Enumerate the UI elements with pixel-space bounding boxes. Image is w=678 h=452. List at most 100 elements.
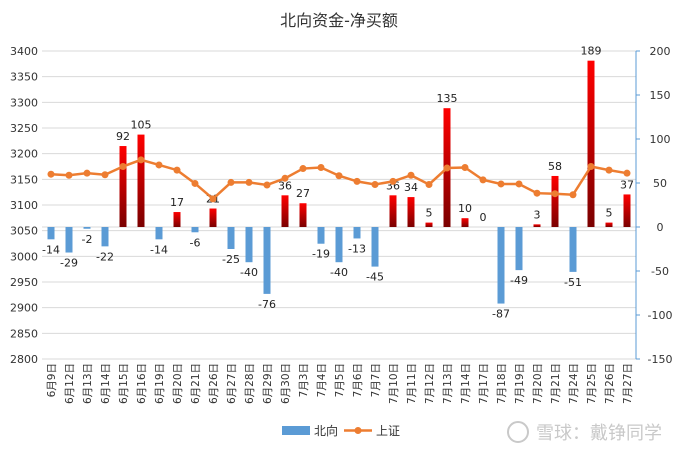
- left-tick-label: 3300: [10, 96, 38, 109]
- bar-data-label: 0: [480, 211, 487, 224]
- line-point: [137, 156, 145, 164]
- x-tick-label: 7月26日: [604, 363, 616, 404]
- line-series: [47, 156, 631, 203]
- bar: [371, 227, 379, 267]
- bar-data-label: 58: [548, 160, 562, 173]
- left-tick-label: 2900: [10, 302, 38, 315]
- x-tick-label: 7月11日: [406, 363, 418, 404]
- bar-data-label: -49: [510, 274, 528, 287]
- bar: [101, 227, 109, 247]
- x-tick-label: 6月16日: [136, 363, 148, 404]
- right-tick-label: 150: [650, 89, 671, 102]
- left-tick-label: 2850: [10, 327, 38, 340]
- line-point: [587, 163, 595, 170]
- x-tick-label: 7月13日: [442, 363, 454, 404]
- left-tick-label: 3050: [10, 225, 38, 238]
- left-tick-label: 2950: [10, 276, 38, 289]
- bar-data-label: -40: [240, 266, 258, 279]
- right-tick-label: -50: [651, 265, 669, 278]
- bar: [209, 208, 217, 227]
- x-tick-label: 7月7日: [370, 363, 382, 397]
- gridlines: [42, 50, 636, 360]
- bar: [533, 224, 541, 227]
- line-point: [209, 195, 217, 203]
- bar: [281, 195, 289, 227]
- line-point: [47, 170, 55, 178]
- bar-data-label: -51: [564, 276, 582, 289]
- left-tick-label: 3350: [10, 71, 38, 84]
- bar: [137, 134, 145, 227]
- bar-data-label: -25: [222, 253, 240, 266]
- bar: [425, 222, 433, 227]
- line-point: [443, 164, 451, 172]
- line-point: [281, 174, 289, 182]
- bar: [65, 227, 73, 253]
- x-tick-label: 7月5日: [334, 363, 346, 397]
- x-tick-label: 7月27日: [622, 363, 634, 404]
- x-tick-label: 7月21日: [550, 363, 562, 404]
- x-tick-label: 7月14日: [460, 363, 472, 404]
- bar: [299, 203, 307, 227]
- right-tick-label: 50: [653, 177, 667, 190]
- bar: [515, 227, 523, 271]
- bar-data-label: -13: [348, 242, 366, 255]
- x-tick-label: 7月6日: [352, 363, 364, 397]
- bar-data-label: 5: [426, 207, 433, 220]
- x-tick-label: 6月27日: [226, 363, 238, 404]
- bar: [47, 227, 55, 240]
- bar-data-label: -22: [96, 250, 114, 263]
- left-tick-label: 3250: [10, 122, 38, 135]
- legend-label-bar: 北向: [314, 423, 338, 438]
- bar: [191, 227, 199, 233]
- x-tick-label: 6月29日: [262, 363, 274, 404]
- line-point: [353, 177, 361, 185]
- bar-data-label: 5: [606, 207, 613, 220]
- bar-data-label: 37: [620, 178, 634, 191]
- x-tick-label: 7月24日: [568, 363, 580, 404]
- line-point: [245, 178, 253, 186]
- bar-data-label: 27: [296, 187, 310, 200]
- bar: [119, 146, 127, 227]
- x-tick-label: 7月4日: [316, 363, 328, 397]
- line-point: [263, 181, 271, 189]
- bar: [335, 227, 343, 263]
- line-point: [497, 180, 505, 188]
- x-tick-label: 6月21日: [190, 363, 202, 404]
- chart-title: 北向资金-净买额: [280, 11, 398, 30]
- x-tick-label: 6月14日: [100, 363, 112, 404]
- bar: [497, 227, 505, 304]
- bar-data-label: -45: [366, 271, 384, 284]
- bar: [389, 195, 397, 227]
- line-point: [533, 189, 541, 197]
- bar-data-label: -40: [330, 266, 348, 279]
- bar-data-label: 92: [116, 130, 130, 143]
- bar-data-label: -14: [42, 243, 60, 256]
- line-point: [623, 169, 631, 177]
- snowball-logo-icon: [507, 421, 529, 443]
- line-point: [119, 163, 127, 170]
- line-point: [371, 180, 379, 188]
- line-point: [317, 164, 325, 172]
- line-point: [65, 171, 73, 179]
- x-tick-label: 7月3日: [298, 363, 310, 397]
- bar-data-label: 189: [581, 45, 602, 58]
- line-point: [515, 180, 523, 188]
- bar: [173, 212, 181, 227]
- bar-data-label: 17: [170, 196, 184, 209]
- bar-data-label: 36: [278, 179, 292, 192]
- bar-data-labels: -14-29-2-2292105-1417-621-25-40-763627-1…: [42, 45, 634, 321]
- bar-data-label: -6: [190, 236, 201, 249]
- line-point: [335, 172, 343, 180]
- left-tick-label: 2800: [10, 353, 38, 366]
- left-tick-label: 3100: [10, 199, 38, 212]
- bar: [83, 227, 91, 229]
- line-point: [101, 171, 109, 179]
- bar: [587, 60, 595, 228]
- bar-data-label: 105: [131, 119, 152, 132]
- legend: 北向 上证: [282, 423, 400, 438]
- x-axis-ticks: 6月9日 6月12日 6月13日 6月14日 6月15日 6月16日 6月19日 6月20日 6…: [46, 363, 634, 404]
- bar: [353, 227, 361, 239]
- line-point: [173, 166, 181, 174]
- legend-marker-line: [354, 427, 362, 434]
- line-point: [83, 169, 91, 177]
